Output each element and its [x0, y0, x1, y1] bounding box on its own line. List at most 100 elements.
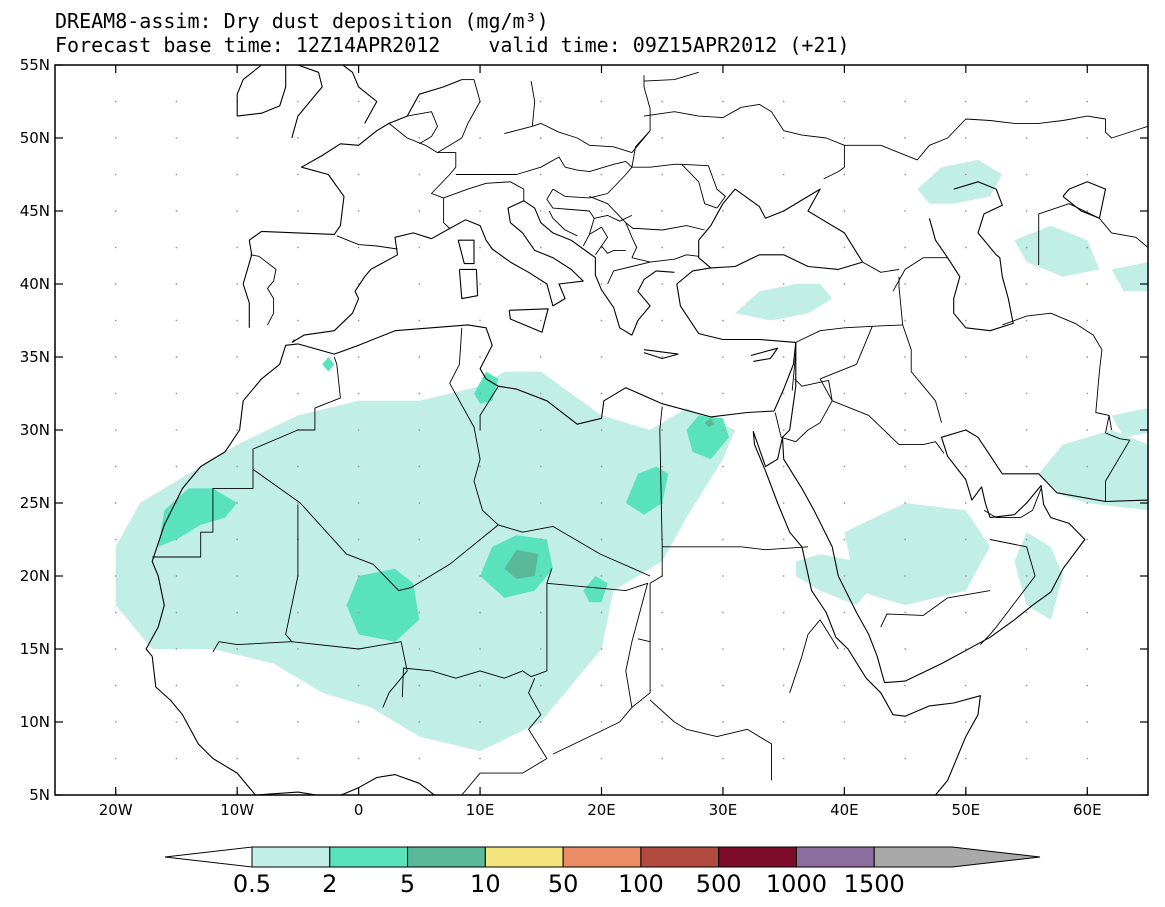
grid-dot — [539, 538, 542, 541]
grid-dot — [722, 356, 724, 358]
grid-dot — [357, 575, 360, 577]
grid-dot — [236, 648, 239, 650]
grid-dot — [904, 319, 907, 322]
grid-dot — [1025, 319, 1028, 322]
grid-dot — [782, 356, 785, 358]
grid-dot — [1025, 246, 1028, 249]
grid-dot — [964, 721, 967, 723]
grid-dot — [661, 356, 664, 358]
grid-dot — [539, 757, 542, 760]
grid-dot — [357, 611, 360, 614]
coastline — [145, 324, 797, 657]
grid-dot — [236, 721, 239, 723]
grid-dot — [1025, 100, 1028, 103]
grid-dot — [661, 210, 664, 212]
grid-dot — [236, 465, 239, 468]
grid-dot — [600, 137, 603, 139]
grid-dot — [782, 392, 785, 395]
grid-dot — [964, 356, 967, 358]
grid-dot — [236, 575, 239, 577]
colorbar-swatch — [407, 846, 486, 868]
grid-dot — [661, 173, 664, 176]
grid-dot — [357, 429, 360, 431]
coastline — [458, 268, 479, 300]
grid-dot — [357, 319, 360, 322]
grid-dot — [964, 575, 967, 577]
country-border — [212, 641, 408, 708]
coastline — [457, 239, 475, 265]
colorbar-swatch — [251, 846, 331, 868]
grid-dot — [539, 210, 542, 212]
grid-dot — [843, 429, 846, 431]
grid-dot — [479, 648, 481, 650]
x-tick-label: 30E — [709, 801, 738, 819]
country-border — [607, 261, 651, 285]
y-tick-label: 40N — [20, 275, 50, 293]
country-border — [504, 81, 536, 135]
grid-dot — [964, 173, 967, 176]
grid-dot — [843, 356, 846, 358]
grid-dot — [418, 392, 421, 395]
coastline — [750, 347, 779, 362]
grid-dot — [722, 684, 724, 687]
colorbar-label: 1000 — [766, 870, 827, 898]
grid-dot — [236, 319, 239, 322]
grid-dot — [357, 137, 360, 139]
country-border — [1038, 203, 1100, 265]
grid-dot — [1086, 100, 1089, 103]
grid-dot — [357, 721, 360, 723]
grid-dot — [236, 429, 239, 431]
grid-dot — [782, 465, 785, 468]
grid-dot — [296, 721, 299, 723]
grid-dot — [782, 100, 785, 103]
dust-region-level-1 — [322, 357, 335, 372]
dust-region-level-0 — [1038, 430, 1148, 511]
country-border — [594, 214, 633, 222]
colorbar-swatch — [795, 846, 875, 868]
grid-dot — [1025, 757, 1028, 760]
grid-dot — [661, 648, 664, 650]
country-border — [548, 210, 578, 237]
grid-dot — [904, 392, 907, 395]
colorbar-label: 1500 — [844, 870, 905, 898]
grid-dot — [539, 611, 542, 614]
grid-dot — [722, 319, 724, 322]
grid-dot — [843, 210, 846, 212]
grid-dot — [782, 502, 785, 504]
grid-dot — [175, 611, 178, 614]
grid-dot — [600, 392, 603, 395]
grid-dot — [964, 283, 967, 285]
coastline — [698, 188, 864, 269]
grid-dot — [1086, 575, 1089, 577]
grid-dot — [661, 502, 664, 504]
grid-dot — [782, 319, 785, 322]
grid-dot — [114, 392, 117, 395]
country-border — [832, 400, 945, 454]
grid-dot — [661, 684, 664, 687]
grid-dot — [782, 429, 785, 431]
grid-dot — [1025, 173, 1028, 176]
country-border — [681, 163, 726, 209]
coastline — [1062, 181, 1107, 219]
grid-dot — [782, 173, 785, 176]
grid-dot — [114, 356, 117, 358]
country-border — [625, 222, 705, 231]
grid-dot — [843, 611, 846, 614]
grid-dot — [539, 575, 542, 577]
grid-dot — [114, 502, 117, 504]
grid-dot — [600, 429, 603, 431]
grid-dot — [175, 137, 178, 139]
grid-dot — [1086, 283, 1089, 285]
country-border — [856, 326, 873, 365]
grid-dot — [479, 356, 481, 358]
dust-region-level-0 — [917, 159, 1003, 204]
grid-dot — [1025, 283, 1028, 285]
colorbar-swatch — [640, 846, 720, 868]
grid-dot — [236, 173, 239, 176]
grid-dot — [964, 392, 967, 395]
country-border — [892, 257, 948, 292]
grid-dot — [418, 246, 421, 249]
dust-region-level-1 — [158, 488, 238, 547]
grid-dot — [904, 538, 907, 541]
y-tick-label: 50N — [20, 129, 50, 147]
